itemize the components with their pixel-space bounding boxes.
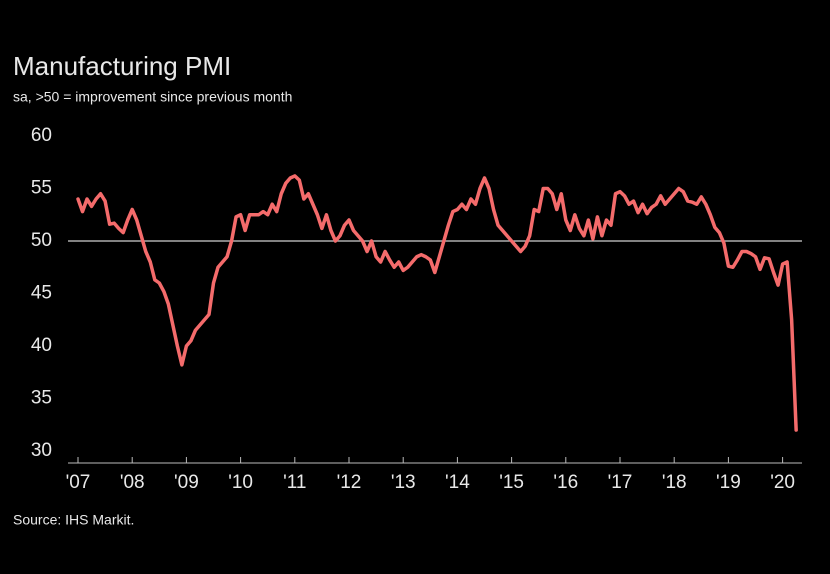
x-tick-label: '20 (770, 472, 795, 493)
x-tick-label: '14 (445, 472, 470, 493)
chart-subtitle: sa, >50 = improvement since previous mon… (13, 89, 292, 105)
x-tick-label: '07 (66, 472, 91, 493)
x-tick-label: '16 (553, 472, 578, 493)
y-tick-label: 55 (31, 178, 52, 199)
y-tick-label: 50 (31, 230, 52, 251)
x-tick-label: '19 (716, 472, 741, 493)
x-tick-label: '13 (391, 472, 416, 493)
chart-title: Manufacturing PMI (13, 51, 231, 81)
x-tick-label: '18 (662, 472, 687, 493)
x-tick-label: '15 (499, 472, 524, 493)
x-tick-label: '09 (174, 472, 199, 493)
y-tick-label: 40 (31, 335, 52, 356)
x-tick-label: '12 (337, 472, 362, 493)
x-tick-label: '17 (608, 472, 633, 493)
x-tick-label: '11 (283, 472, 306, 493)
y-tick-label: 45 (31, 283, 52, 304)
x-tick-label: '08 (120, 472, 145, 493)
y-tick-label: 60 (31, 125, 52, 146)
y-tick-label: 35 (31, 388, 52, 409)
x-tick-label: '10 (228, 472, 253, 493)
source-note: Source: IHS Markit. (13, 512, 134, 528)
data-line (76, 174, 798, 432)
y-tick-label: 30 (31, 440, 52, 461)
